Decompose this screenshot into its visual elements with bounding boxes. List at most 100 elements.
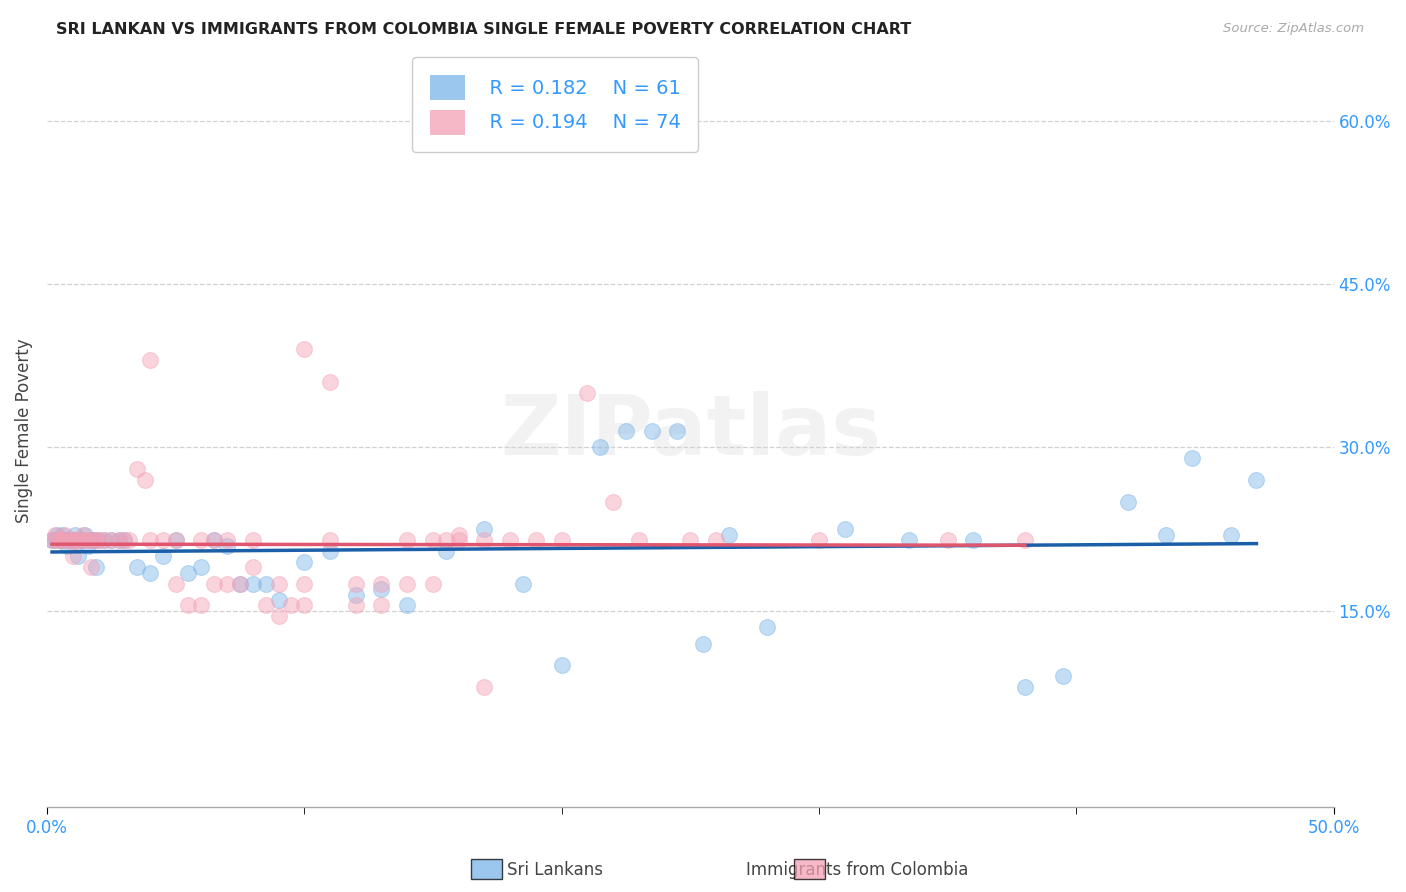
Point (49, 533, 72, 547)
Point (756, 620, 779, 634)
Point (108, 533, 131, 547)
Point (292, 343, 315, 357)
Point (84, 560, 107, 574)
Point (292, 555, 315, 569)
Point (434, 533, 457, 547)
Point (77, 533, 100, 547)
Point (202, 533, 225, 547)
Point (576, 386, 599, 401)
Point (834, 522, 856, 536)
Point (370, 582, 392, 596)
Text: Immigrants from Colombia: Immigrants from Colombia (747, 861, 969, 879)
Point (165, 533, 187, 547)
Point (396, 576, 419, 591)
Point (53, 533, 76, 547)
Point (56, 539, 79, 553)
Point (292, 599, 315, 613)
Point (82, 533, 104, 547)
Point (190, 560, 212, 574)
Text: ZIPatlas: ZIPatlas (499, 391, 880, 472)
Point (319, 544, 342, 558)
Point (82, 533, 104, 547)
Point (41, 533, 63, 547)
Point (69, 533, 91, 547)
Point (93, 533, 115, 547)
Point (139, 353, 162, 368)
Point (112, 533, 135, 547)
Point (165, 533, 187, 547)
Point (474, 533, 496, 547)
Point (280, 599, 302, 613)
Point (152, 533, 174, 547)
Point (177, 599, 200, 613)
Point (44, 533, 66, 547)
Point (1156, 527, 1178, 541)
Point (134, 473, 156, 487)
Point (319, 375, 342, 389)
Point (59, 533, 82, 547)
Point (370, 576, 392, 591)
Point (1116, 495, 1139, 509)
Point (962, 533, 984, 547)
Point (56, 533, 79, 547)
Point (267, 609, 290, 624)
Point (396, 599, 419, 613)
Point (717, 527, 740, 541)
Point (292, 576, 315, 591)
Point (370, 599, 392, 613)
Point (66, 533, 89, 547)
Point (139, 533, 162, 547)
Point (254, 576, 277, 591)
Point (93, 533, 115, 547)
Point (112, 533, 135, 547)
Point (474, 680, 496, 694)
Point (499, 533, 522, 547)
Point (267, 593, 290, 607)
Point (202, 576, 225, 591)
Point (108, 533, 131, 547)
Point (396, 533, 419, 547)
Point (1219, 527, 1241, 541)
Point (344, 599, 367, 613)
Point (72, 533, 94, 547)
Point (422, 576, 444, 591)
Point (267, 576, 290, 591)
Point (59, 533, 82, 547)
Text: Source: ZipAtlas.com: Source: ZipAtlas.com (1223, 22, 1364, 36)
Point (229, 576, 252, 591)
Point (66, 549, 89, 564)
Point (550, 658, 572, 673)
Point (242, 576, 264, 591)
Point (692, 637, 714, 651)
Point (75, 533, 97, 547)
Point (447, 533, 470, 547)
Point (177, 566, 200, 580)
Point (242, 533, 264, 547)
Point (79, 533, 101, 547)
Point (46, 527, 69, 541)
Point (152, 549, 174, 564)
Point (51, 533, 73, 547)
Point (125, 462, 148, 476)
Point (1014, 533, 1036, 547)
Point (190, 599, 212, 613)
Point (666, 424, 689, 438)
Point (344, 588, 367, 602)
Point (434, 544, 457, 558)
Point (1181, 451, 1204, 466)
Point (254, 599, 277, 613)
Point (524, 533, 547, 547)
Point (51, 527, 73, 541)
Point (704, 533, 727, 547)
Point (75, 527, 97, 541)
Point (118, 533, 141, 547)
Point (242, 560, 264, 574)
Point (215, 539, 238, 553)
Point (512, 576, 534, 591)
Point (100, 533, 122, 547)
Point (550, 533, 572, 547)
Point (87, 533, 110, 547)
Point (44, 527, 66, 541)
Point (79, 560, 101, 574)
Point (69, 533, 91, 547)
